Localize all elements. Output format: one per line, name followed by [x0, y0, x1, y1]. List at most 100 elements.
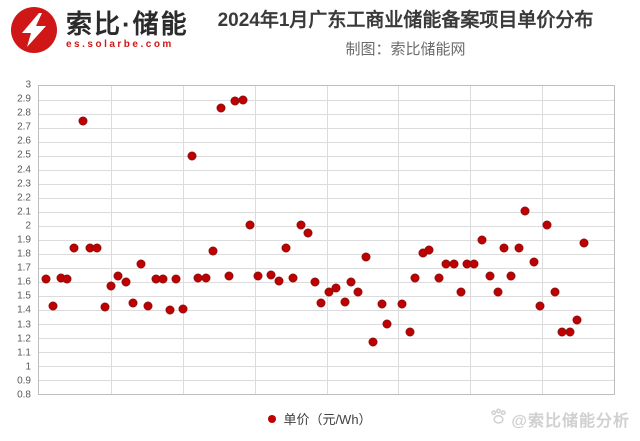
data-point [397, 299, 407, 309]
data-point [143, 301, 153, 311]
data-point [529, 257, 538, 267]
data-point [238, 95, 248, 105]
y-tick-label: 1.9 [17, 234, 31, 246]
chart-title: 2024年1月广东工商业储能备案项目单价分布 [217, 10, 594, 31]
y-tick-label: 2.4 [17, 164, 31, 176]
legend-label: 单价（元/Wh） [283, 412, 372, 427]
data-point [69, 243, 79, 253]
y-tick-label: 2.5 [17, 149, 31, 161]
y-tick-label: 2.3 [17, 178, 31, 190]
data-point [78, 116, 88, 126]
chart-header: 2024年1月广东工商业储能备案项目单价分布 制图：索比储能网 [175, 8, 636, 59]
data-point [346, 277, 356, 287]
data-point [410, 273, 420, 283]
legend: 单价（元/Wh） [0, 409, 640, 428]
y-tick-label: 1.6 [17, 276, 31, 288]
data-point [303, 228, 313, 238]
y-tick-label: 1.5 [17, 290, 31, 302]
data-point [288, 273, 298, 283]
data-point [136, 259, 146, 269]
data-point [216, 103, 226, 113]
data-point [572, 315, 582, 325]
logo: 索比·储能 es.solarbe.com [10, 6, 189, 54]
data-point [113, 271, 123, 281]
solarbe-lightning-icon [10, 6, 58, 54]
watermark: @索比储能分析 [489, 407, 630, 431]
data-point [485, 271, 495, 281]
data-point [331, 283, 341, 293]
data-point [579, 238, 589, 248]
y-tick-label: 1 [25, 361, 31, 373]
v-gridline [110, 86, 112, 394]
data-point [253, 271, 262, 281]
y-tick-label: 2.8 [17, 107, 31, 119]
y-tick-label: 1.2 [17, 333, 31, 345]
y-tick-label: 2.9 [17, 93, 31, 105]
data-point [128, 298, 138, 308]
data-point [550, 287, 560, 297]
data-point [274, 276, 284, 286]
data-point [469, 259, 479, 269]
data-point [565, 327, 575, 337]
data-point [245, 220, 255, 230]
y-tick-label: 3 [25, 79, 31, 91]
data-point [281, 243, 291, 253]
y-tick-label: 2.6 [17, 135, 31, 147]
v-gridline [326, 86, 328, 394]
data-point [499, 243, 509, 253]
data-point [434, 273, 444, 283]
data-point [506, 271, 516, 281]
data-point [316, 298, 326, 308]
watermark-text: @索比储能分析 [511, 413, 630, 430]
data-point [310, 277, 320, 287]
y-tick-label: 2.1 [17, 206, 31, 218]
data-point [201, 273, 211, 283]
v-gridline [254, 86, 256, 394]
data-point [449, 259, 459, 269]
data-point [493, 287, 503, 297]
plot-area [38, 85, 615, 395]
data-point [456, 287, 466, 297]
y-tick-label: 1.1 [17, 347, 31, 359]
legend-marker-icon [268, 414, 277, 423]
data-point [193, 273, 203, 283]
chart-subtitle: 制图：索比储能网 [345, 40, 466, 58]
v-gridline [542, 86, 544, 394]
data-point [520, 206, 530, 216]
data-point [424, 245, 434, 255]
data-point [106, 281, 116, 291]
data-point [171, 274, 181, 284]
data-point [535, 301, 545, 311]
brand-name: 索比·储能 [66, 8, 189, 39]
data-point [382, 319, 392, 329]
v-gridline [470, 86, 472, 394]
y-tick-label: 0.8 [17, 389, 31, 401]
data-point [62, 274, 72, 284]
data-point [361, 252, 371, 262]
data-point [165, 305, 175, 315]
data-point [178, 304, 188, 314]
data-point [514, 243, 524, 253]
data-point [296, 220, 306, 230]
data-point [405, 327, 415, 337]
data-point [377, 299, 387, 309]
y-tick-label: 1.8 [17, 248, 31, 260]
data-point [542, 220, 552, 230]
data-point [48, 301, 58, 311]
data-point [340, 297, 350, 307]
data-point [92, 243, 102, 253]
y-tick-label: 1.3 [17, 319, 31, 331]
v-gridline [398, 86, 400, 394]
data-point [353, 287, 363, 297]
data-point [224, 271, 234, 281]
y-tick-label: 2.7 [17, 121, 31, 133]
data-point [100, 302, 110, 312]
data-point [208, 246, 218, 256]
brand-url: es.solarbe.com [66, 39, 174, 51]
y-tick-label: 2 [25, 220, 31, 232]
y-tick-label: 0.9 [17, 375, 31, 387]
data-point [477, 235, 487, 245]
y-tick-label: 1.4 [17, 304, 31, 316]
y-tick-label: 1.7 [17, 262, 31, 274]
